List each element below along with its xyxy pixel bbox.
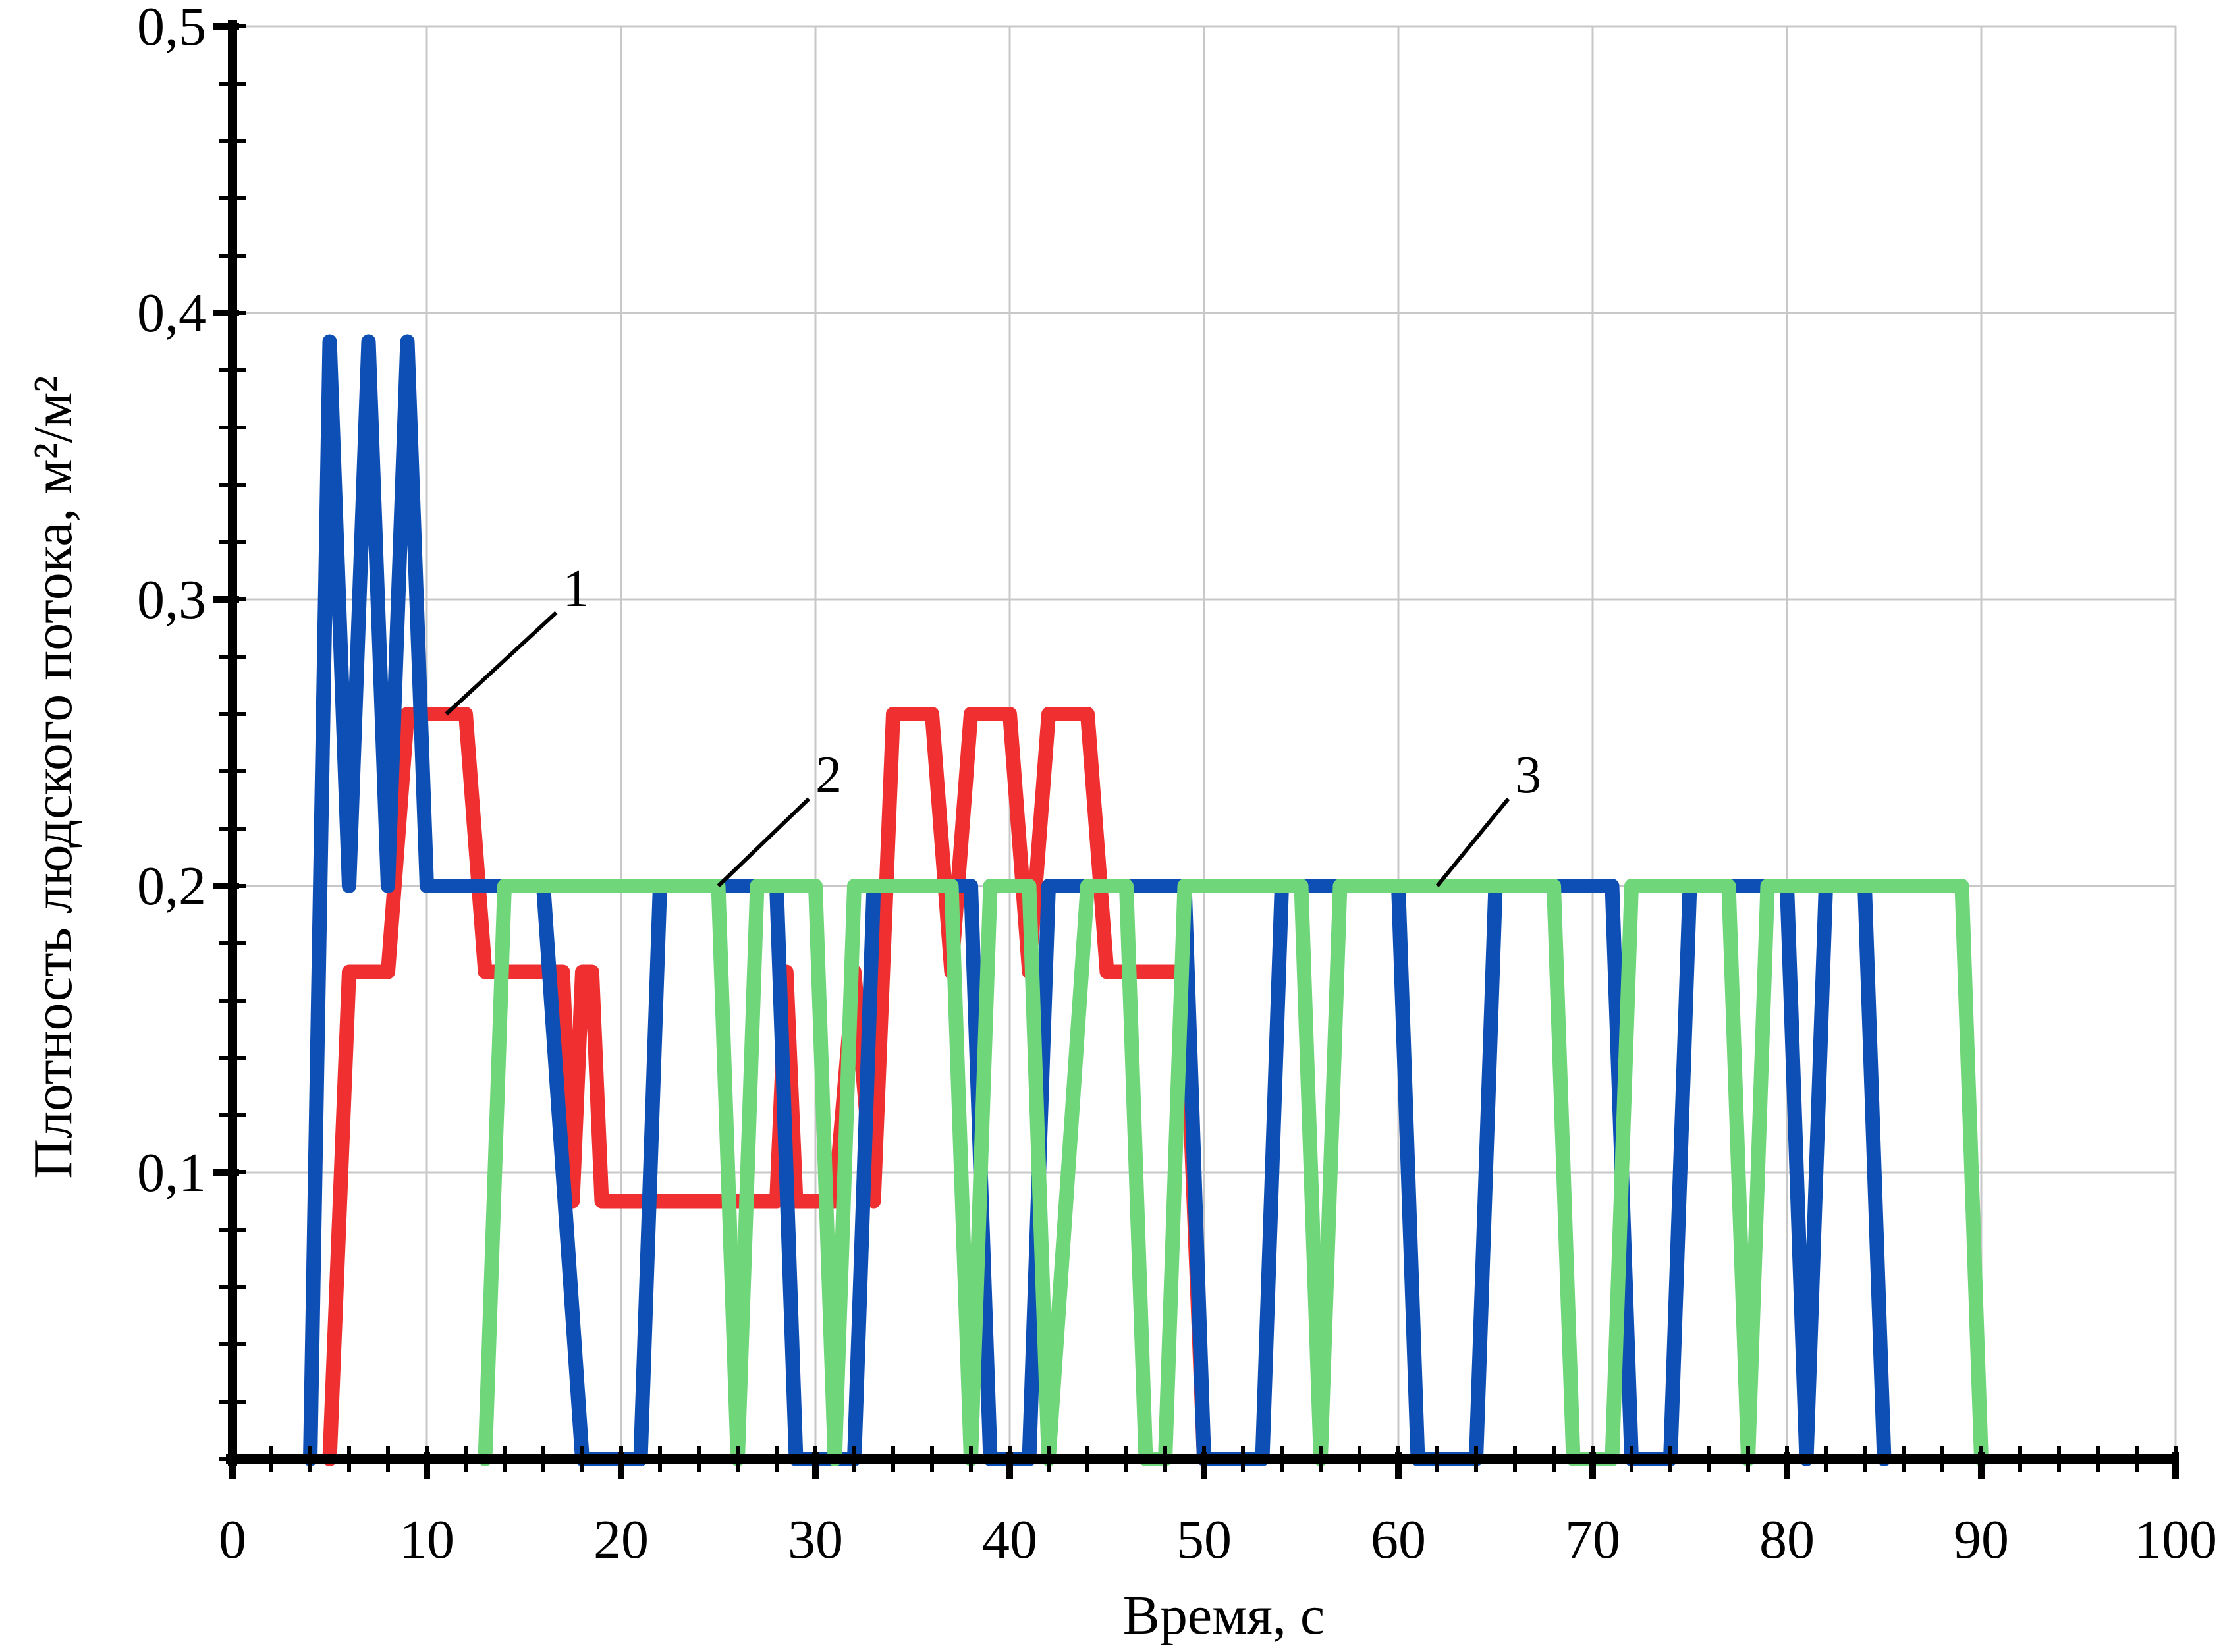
series-layer (303, 334, 1989, 1466)
x-tick-label: 0 (219, 1509, 246, 1570)
callout-label-2: 2 (815, 746, 842, 804)
x-tick-label: 100 (2134, 1509, 2217, 1570)
callout-leader-2 (717, 797, 811, 888)
x-tick-label: 40 (982, 1509, 1037, 1570)
y-tick-label: 0,3 (137, 569, 206, 630)
callout-leader-3 (1435, 797, 1510, 887)
x-tick-label: 30 (788, 1509, 843, 1570)
y-axis-title: Плотность людского потока, м²/м² (22, 375, 84, 1178)
callout-leader-1 (445, 611, 558, 716)
series-3-line (478, 879, 1989, 1466)
x-axis-title: Время, с (1123, 1585, 1325, 1646)
x-tick-label: 90 (1954, 1509, 2009, 1570)
callout-label-3: 3 (1515, 746, 1541, 804)
series-1-line (322, 707, 1211, 1466)
x-tick-label: 80 (1759, 1509, 1815, 1570)
grid (233, 25, 2177, 1459)
y-tick-label: 0,1 (137, 1142, 206, 1203)
y-tick-label: 0,5 (137, 0, 206, 57)
x-tick-label: 50 (1176, 1509, 1232, 1570)
x-tick-label: 20 (593, 1509, 649, 1570)
x-tick-label: 10 (399, 1509, 454, 1570)
y-tick-label: 0,4 (137, 283, 206, 344)
axes (213, 20, 2179, 1479)
x-tick-label: 70 (1565, 1509, 1620, 1570)
callouts: 1 2 3 (445, 560, 1541, 888)
x-tick-label: 60 (1371, 1509, 1426, 1570)
tick-labels: 0 10 20 30 40 50 60 70 80 90 100 0,1 0,2 0,3 0,4 0,5 (137, 0, 2217, 1570)
callout-label-1: 1 (563, 560, 590, 618)
y-tick-label: 0,2 (137, 856, 206, 917)
